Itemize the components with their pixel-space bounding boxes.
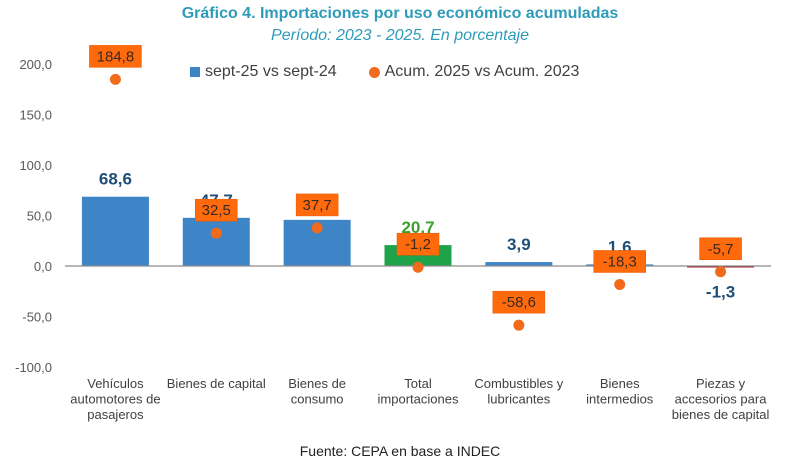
legend-item-bars: sept-25 vs sept-24 [190,63,337,81]
x-category-label: Bienes de [288,376,346,391]
x-category-label: pasajeros [87,407,144,422]
y-axis: -100,0 -50,0 0,0 50,0 100,0 150,0 200,0 [15,57,52,375]
dot-value-label: -1,2 [405,236,431,253]
dot-value-label: -18,3 [603,253,637,270]
y-tick-label: -50,0 [22,310,52,325]
legend-square-icon [190,67,200,77]
legend-label-dots: Acum. 2025 vs Acum. 2023 [384,63,580,80]
x-category-label: intermedios [586,392,654,407]
y-tick-label: -100,0 [15,360,52,375]
x-category-label: Bienes de capital [167,376,266,391]
y-tick-label: 50,0 [27,209,52,224]
bars [81,196,755,268]
dot-value-label-box [295,193,339,217]
x-category-label: Vehículos [87,376,144,391]
dot-marker [109,73,121,85]
dot-value-label: 32,5 [202,202,231,219]
dot-marker [614,278,626,290]
legend-item-dots: Acum. 2025 vs Acum. 2023 [368,63,580,81]
bar-value-label: -1,3 [706,282,735,301]
dot-value-label: -58,6 [502,294,536,311]
legend-dot-icon [368,66,380,78]
y-tick-label: 100,0 [19,158,52,173]
dot-value-label-box [89,45,142,68]
y-tick-label: 200,0 [19,57,52,72]
x-category-label: consumo [291,392,344,407]
x-category-label: lubricantes [487,392,550,407]
dot-value-label: 184,8 [97,48,135,65]
x-category-label: Total [404,376,432,391]
x-category-label: automotores de [70,392,160,407]
x-category-label: bienes de capital [672,407,770,422]
chart-subtitle: Período: 2023 - 2025. En porcentaje [271,27,529,44]
dots: 184,8 32,5 37,7 -1,2 -58,6 -18,3 -5,7 [89,45,742,331]
dot-value-label: -5,7 [708,241,734,258]
dot-value-label-box [492,290,546,314]
dot-marker [311,222,323,234]
chart-title: Gráfico 4. Importaciones por uso económi… [181,5,619,22]
legend: sept-25 vs sept-24 Acum. 2025 vs Acum. 2… [190,63,611,81]
dot-value-label-box [396,232,440,256]
bar-value-label: 20,7 [401,218,434,237]
bar-value-label: 3,9 [507,235,531,254]
dot-value-label-box [195,198,238,222]
y-tick-label: 150,0 [19,108,52,123]
dot-value-label: 37,7 [303,197,332,214]
bar-value-label: 68,6 [99,170,132,189]
dot-value-label-box [699,237,742,261]
x-category-label: accesorios para [675,392,768,407]
bar [485,262,553,266]
y-tick-label: 0,0 [34,259,52,274]
x-category-label: importaciones [378,392,459,407]
bar [182,217,250,266]
dot-value-label-box [593,250,646,273]
x-category-label: Piezas y [696,376,746,391]
x-category-label: Combustibles y [474,376,563,391]
dot-marker [210,227,222,239]
source-note: Fuente: CEPA en base a INDEC [299,443,501,459]
legend-label-bars: sept-25 vs sept-24 [205,63,337,80]
x-category-label: Bienes [600,376,640,391]
dot-marker [412,261,424,273]
dot-marker [715,266,727,278]
bar [81,196,149,266]
dot-marker [513,319,525,331]
